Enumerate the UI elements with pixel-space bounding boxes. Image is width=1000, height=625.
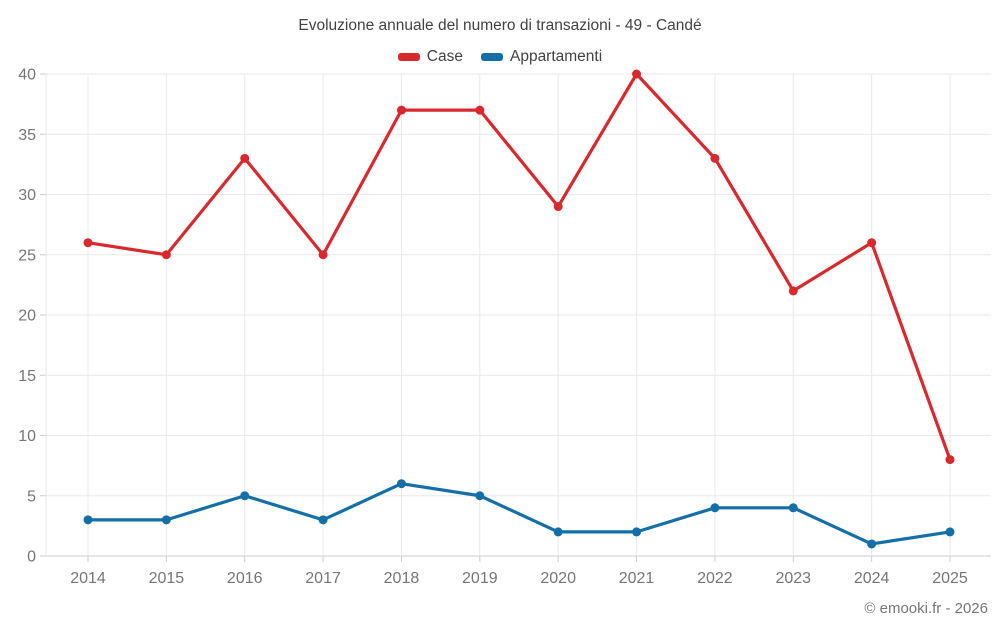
x-tick-label: 2022 — [697, 570, 733, 587]
series-line-case — [86, 72, 952, 462]
x-tick-label: 2014 — [70, 570, 106, 587]
data-point-case[interactable] — [83, 238, 93, 248]
data-point-case[interactable] — [318, 250, 328, 260]
data-point-case[interactable] — [240, 153, 250, 163]
x-tick-label: 2018 — [384, 570, 420, 587]
copyright-footer: © emooki.fr - 2026 — [864, 600, 988, 617]
data-point-case[interactable] — [475, 105, 485, 115]
x-tick-label: 2015 — [149, 570, 185, 587]
data-point-appartamenti[interactable] — [710, 503, 720, 513]
y-tick-label: 5 — [27, 488, 36, 505]
legend-item-appartamenti[interactable]: Appartamenti — [480, 48, 603, 66]
x-tick-label: 2025 — [932, 570, 968, 587]
legend-label: Appartamenti — [509, 48, 603, 65]
x-tick-label: 2020 — [540, 570, 576, 587]
data-point-appartamenti[interactable] — [161, 515, 171, 525]
data-point-case[interactable] — [867, 238, 877, 248]
legend-label: Case — [426, 48, 463, 65]
x-tick-label: 2024 — [854, 570, 890, 587]
data-point-case[interactable] — [788, 286, 798, 296]
data-point-appartamenti[interactable] — [475, 491, 485, 501]
data-point-case[interactable] — [710, 153, 720, 163]
data-point-case[interactable] — [632, 69, 642, 79]
data-point-appartamenti[interactable] — [632, 527, 642, 537]
data-point-appartamenti[interactable] — [396, 479, 406, 489]
data-point-case[interactable] — [396, 105, 406, 115]
x-tick-label: 2023 — [775, 570, 811, 587]
y-tick-label: 35 — [18, 127, 36, 144]
x-tick-label: 2016 — [227, 570, 263, 587]
y-tick-label: 40 — [18, 67, 36, 84]
data-point-appartamenti[interactable] — [240, 491, 250, 501]
x-tick-label: 2019 — [462, 570, 498, 587]
legend-marker-icon — [480, 53, 503, 61]
data-point-appartamenti[interactable] — [83, 515, 93, 525]
y-tick-label: 25 — [18, 247, 36, 264]
series-line-appartamenti — [86, 482, 952, 546]
legend-item-case[interactable]: Case — [397, 48, 463, 66]
data-point-appartamenti[interactable] — [788, 503, 798, 513]
legend: Case Appartamenti — [0, 48, 1000, 66]
y-tick-label: 30 — [18, 187, 36, 204]
legend-marker-icon — [397, 53, 420, 61]
data-point-case[interactable] — [945, 455, 955, 465]
y-tick-label: 0 — [27, 549, 36, 566]
y-tick-label: 10 — [18, 428, 36, 445]
y-tick-label: 20 — [18, 308, 36, 325]
x-tick-label: 2021 — [619, 570, 655, 587]
data-point-appartamenti[interactable] — [318, 515, 328, 525]
data-point-appartamenti[interactable] — [553, 527, 563, 537]
chart-title: Evoluzione annuale del numero di transaz… — [298, 17, 702, 34]
y-tick-label: 15 — [18, 368, 36, 385]
data-point-case[interactable] — [161, 250, 171, 260]
data-point-case[interactable] — [553, 202, 563, 212]
data-point-appartamenti[interactable] — [867, 539, 877, 549]
data-point-appartamenti[interactable] — [945, 527, 955, 537]
x-tick-label: 2017 — [305, 570, 341, 587]
